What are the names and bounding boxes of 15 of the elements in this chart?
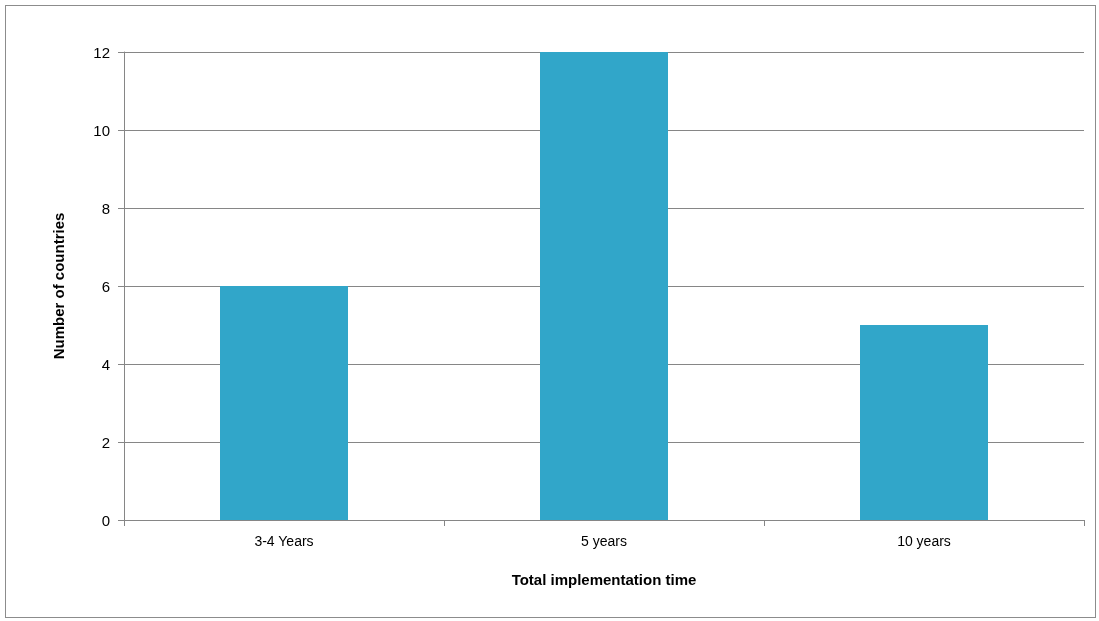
bar — [220, 286, 348, 520]
y-tick-label: 0 — [101, 511, 110, 529]
y-tick-label: 12 — [93, 43, 110, 61]
bar — [540, 52, 668, 520]
x-tick-label: 3-4 Years — [254, 533, 314, 549]
y-tick-label: 6 — [101, 277, 110, 295]
x-axis-title: Total implementation time — [511, 571, 697, 588]
y-tick-label: 2 — [101, 433, 110, 451]
y-tick-label: 4 — [101, 355, 110, 373]
x-tick-label: 10 years — [897, 533, 951, 549]
y-tick-label: 10 — [93, 121, 110, 139]
bar — [860, 325, 988, 520]
y-tick-label: 8 — [101, 199, 110, 217]
y-axis-title: Number of countries — [50, 212, 67, 360]
x-tick-label: 5 years — [581, 533, 627, 549]
